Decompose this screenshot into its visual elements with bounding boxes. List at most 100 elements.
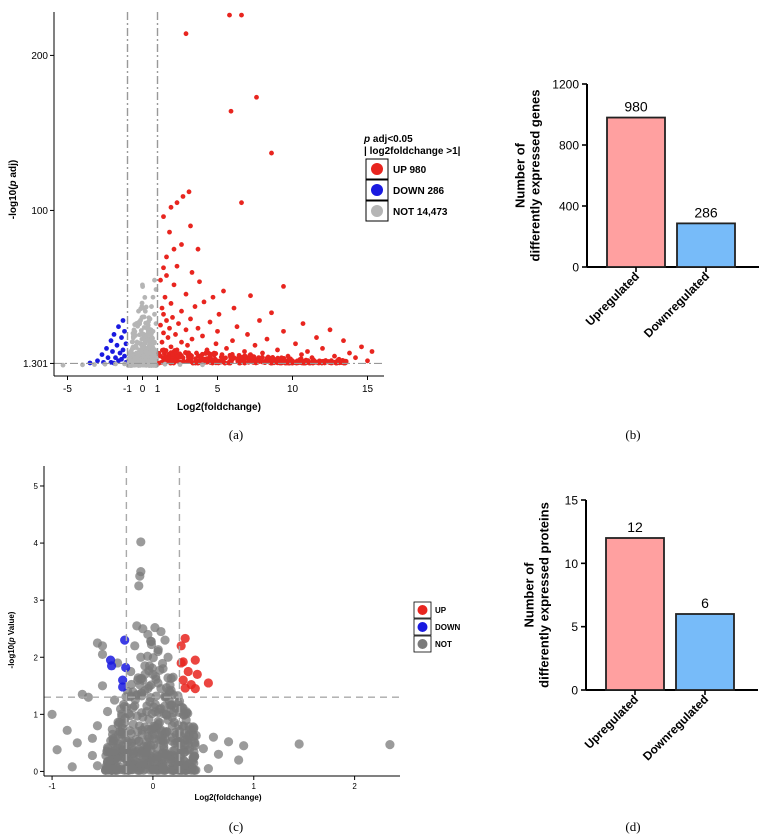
up-point — [275, 355, 281, 361]
up-point — [248, 352, 253, 357]
not-point — [143, 684, 153, 694]
x-tick-label: 1 — [252, 782, 257, 791]
caption-b: (b) — [625, 427, 640, 442]
up-point — [359, 344, 364, 350]
x-axis-label: Log2(foldchange) — [194, 793, 261, 802]
up-point — [209, 356, 214, 362]
up-point — [317, 359, 322, 365]
up-point — [254, 94, 259, 100]
not-point — [126, 679, 137, 690]
y-tick-label: 1.301 — [23, 359, 48, 370]
up-point — [189, 270, 195, 275]
x-tick-label: 10 — [287, 384, 299, 395]
up-point — [279, 355, 284, 361]
not-point — [158, 763, 168, 773]
down-point — [120, 635, 130, 645]
up-point — [198, 353, 204, 359]
y-tick-label: 10 — [565, 557, 579, 571]
up-point — [180, 194, 186, 199]
legend-swatch — [417, 605, 428, 615]
not-point — [170, 728, 180, 738]
not-point — [173, 720, 183, 730]
not-point — [133, 675, 143, 685]
up-point — [188, 223, 193, 229]
down-point — [120, 347, 126, 353]
not-point — [234, 755, 244, 765]
up-point — [180, 683, 190, 693]
up-point — [245, 332, 250, 337]
up-point — [174, 347, 180, 353]
y-tick-label: 2 — [34, 653, 39, 662]
not-point — [148, 765, 158, 775]
not-point — [132, 355, 138, 361]
up-point — [188, 358, 193, 364]
not-point — [97, 681, 108, 691]
up-point — [164, 254, 169, 260]
not-point — [151, 743, 162, 753]
not-point — [147, 316, 153, 322]
up-point — [197, 279, 202, 285]
not-point — [117, 729, 127, 739]
not-point — [138, 712, 148, 722]
not-point — [152, 277, 157, 283]
x-tick-label: 5 — [215, 384, 221, 395]
legend-title-line2: | log2foldchange >1| — [364, 146, 461, 157]
up-point — [255, 358, 261, 364]
down-point — [111, 332, 117, 337]
not-point — [153, 678, 163, 688]
up-point — [215, 328, 220, 334]
not-point — [120, 718, 130, 728]
volcano-plot-proteins: -1 0 1 2 0 1 2 3 4 5 Log2(foldchange) -log10(p Valu… — [7, 466, 461, 802]
up-point — [228, 108, 234, 114]
not-point — [170, 738, 180, 748]
not-point — [153, 646, 163, 657]
up-point — [183, 291, 189, 297]
up-point — [189, 336, 195, 342]
y-tick-label: 100 — [31, 206, 48, 217]
not-point — [92, 721, 103, 731]
not-point — [143, 629, 153, 640]
not-point — [294, 739, 304, 749]
up-point — [369, 349, 375, 354]
not-point — [133, 333, 138, 338]
not-point — [113, 361, 118, 367]
not-point — [135, 352, 141, 357]
down-point — [104, 345, 109, 351]
y-tick-label: 0 — [34, 767, 39, 776]
up-point — [179, 242, 184, 247]
y-tick-label: 0 — [572, 261, 579, 275]
not-point — [135, 571, 145, 581]
up-point — [170, 352, 175, 357]
legend: UP DOWN NOT — [413, 601, 461, 653]
legend-swatch — [371, 205, 383, 217]
not-point — [135, 323, 141, 329]
legend-label: DOWN 286 — [393, 186, 445, 197]
series-down — [87, 318, 129, 366]
not-point — [173, 759, 183, 770]
not-point — [140, 661, 150, 671]
not-point — [148, 669, 158, 679]
y-tick-label: 400 — [559, 200, 579, 214]
y-tick-label: 1 — [34, 710, 39, 719]
y-axis-label: Number ofdifferently expressed proteins — [522, 502, 552, 688]
not-point — [156, 626, 166, 637]
up-point — [165, 335, 171, 340]
up-point — [210, 294, 216, 300]
y-axis-label: -log10(p Value) — [7, 611, 16, 668]
caption-d: (d) — [625, 819, 640, 834]
bar-downregulated — [676, 222, 736, 268]
not-point — [136, 652, 146, 662]
up-point — [242, 355, 248, 361]
up-point — [228, 356, 234, 362]
series-not — [47, 537, 395, 775]
y-tick-label: 1200 — [552, 78, 579, 92]
up-point — [173, 358, 178, 364]
legend-label: DOWN — [435, 623, 461, 632]
x-tick-label: 1 — [155, 384, 161, 395]
up-point — [302, 360, 307, 365]
down-point — [121, 662, 131, 673]
not-point — [102, 361, 108, 367]
down-point — [122, 328, 127, 334]
caption-c: (c) — [229, 819, 243, 834]
y-tick-label: 800 — [559, 139, 579, 153]
